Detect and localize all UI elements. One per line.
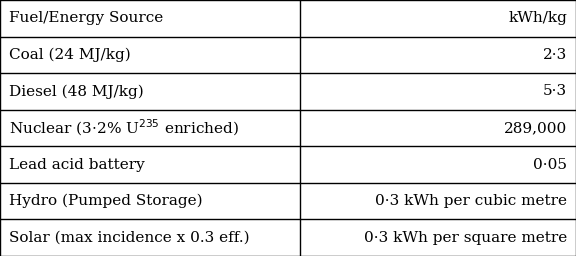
Text: Diesel (48 MJ/kg): Diesel (48 MJ/kg): [9, 84, 143, 99]
Text: Solar (max incidence x 0.3 eff.): Solar (max incidence x 0.3 eff.): [9, 231, 249, 245]
Text: Fuel/Energy Source: Fuel/Energy Source: [9, 11, 163, 25]
Text: Nuclear (3$\cdot$2% U$^{235}$ enriched): Nuclear (3$\cdot$2% U$^{235}$ enriched): [9, 118, 238, 138]
Text: 2·3: 2·3: [543, 48, 567, 62]
Text: 0·3 kWh per square metre: 0·3 kWh per square metre: [364, 231, 567, 245]
Text: 0·3 kWh per cubic metre: 0·3 kWh per cubic metre: [376, 194, 567, 208]
Text: Lead acid battery: Lead acid battery: [9, 158, 145, 172]
Text: 5·3: 5·3: [543, 84, 567, 98]
Text: 289,000: 289,000: [504, 121, 567, 135]
Text: kWh/kg: kWh/kg: [509, 11, 567, 25]
Text: 0·05: 0·05: [533, 158, 567, 172]
Text: Coal (24 MJ/kg): Coal (24 MJ/kg): [9, 48, 130, 62]
Text: Hydro (Pumped Storage): Hydro (Pumped Storage): [9, 194, 202, 208]
